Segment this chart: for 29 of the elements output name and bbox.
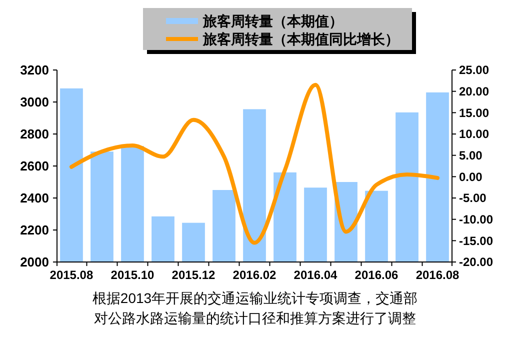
y2-tick-label: 10.00 bbox=[459, 127, 490, 142]
y2-tick-label: -20.00 bbox=[459, 255, 494, 270]
x-tick-label: 2015.10 bbox=[110, 268, 154, 282]
y2-tick-label: 5.00 bbox=[459, 148, 483, 163]
y-tick-label: 2000 bbox=[20, 254, 49, 270]
y2-tick-label: -10.00 bbox=[459, 212, 494, 227]
legend-label: 旅客周转量（本期值） bbox=[202, 12, 343, 29]
y-tick-label: 3200 bbox=[20, 62, 49, 78]
text: 根据2013年开展的交通运输业统计专项调查，交通部 bbox=[92, 290, 418, 306]
y2-tick-label: -5.00 bbox=[459, 191, 487, 206]
y-tick-label: 2400 bbox=[20, 190, 49, 206]
x-tick-label: 2016.08 bbox=[416, 268, 460, 282]
x-tick-label: 2015.08 bbox=[50, 268, 94, 282]
x-tick-label: 2016.02 bbox=[232, 268, 277, 282]
x-tick-label: 2016.04 bbox=[294, 268, 338, 282]
y2-tick-label: 20.00 bbox=[459, 84, 490, 99]
y2-tick-label: 15.00 bbox=[459, 106, 490, 120]
legend-label: 旅客周转量（本期值同比增长） bbox=[202, 30, 399, 47]
y2-tick-label: -15.00 bbox=[459, 234, 494, 248]
y-tick-label: 2600 bbox=[20, 158, 49, 174]
line-series bbox=[69, 82, 440, 245]
y2-tick-label: 0.00 bbox=[459, 170, 483, 184]
y-tick-label: 2800 bbox=[20, 126, 49, 142]
text: 对公路水路运输量的统计口径和推算方案进行了调整 bbox=[94, 310, 416, 326]
x-tick-label: 2015.12 bbox=[172, 268, 216, 282]
y-tick-label: 2200 bbox=[20, 222, 49, 238]
x-tick-label: 2016.06 bbox=[354, 268, 399, 282]
y-tick-label: 3000 bbox=[20, 94, 49, 110]
y2-tick-label: 25.00 bbox=[459, 63, 490, 78]
